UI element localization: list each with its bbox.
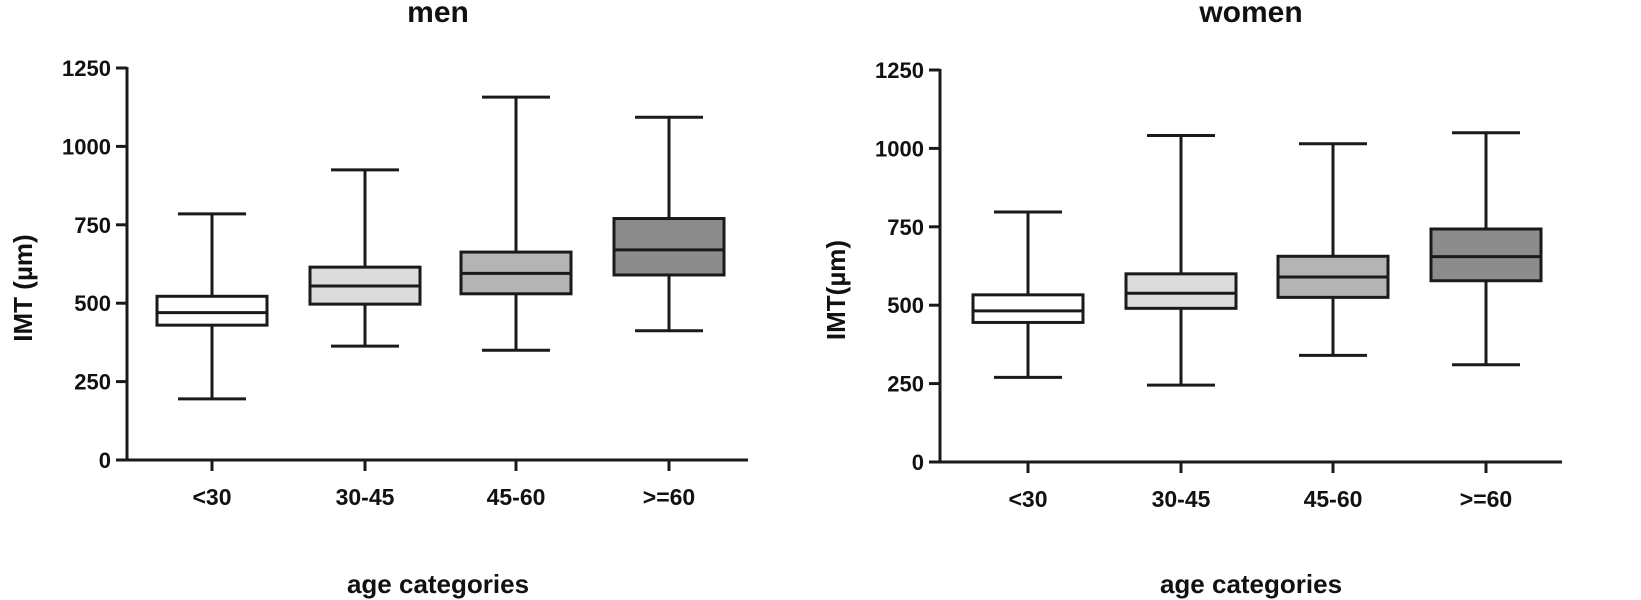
- box->=60: [612, 217, 726, 277]
- x-axis-label: age categories: [1160, 569, 1342, 599]
- x-tick-label: <30: [1008, 486, 1047, 512]
- y-tick-label: 250: [74, 370, 111, 395]
- y-axis-label: IMT(µm): [821, 240, 851, 340]
- men-chart: men IMT (µm) age categories 0 250 500 750 10…: [8, 0, 748, 599]
- plot-area: 0 250 500 750 1000 1250 <30 30-45 45-60 >=60: [62, 56, 748, 510]
- box->=60: [1429, 227, 1543, 283]
- y-tick-label: 1250: [875, 58, 924, 83]
- x-tick-label: 30-45: [336, 484, 395, 510]
- chart-title: women: [1198, 0, 1302, 29]
- x-tick-label: 45-60: [1304, 486, 1363, 512]
- x-tick-label: <30: [192, 484, 231, 510]
- y-tick-label: 1000: [875, 136, 924, 161]
- x-tick-label: 30-45: [1152, 486, 1211, 512]
- y-tick-label: 750: [74, 213, 111, 238]
- x-tick-label: >=60: [643, 484, 695, 510]
- x-tick-label: 45-60: [487, 484, 546, 510]
- box-<30: [155, 294, 269, 327]
- chart-title: men: [407, 0, 469, 29]
- plot-area: 0 250 500 750 1000 1250 <30 30-45 45-60 >=60: [875, 58, 1562, 512]
- x-axis-label: age categories: [347, 569, 529, 599]
- y-tick-label: 500: [887, 293, 924, 318]
- y-tick-label: 0: [99, 448, 111, 473]
- y-tick-label: 250: [887, 372, 924, 397]
- y-tick-label: 0: [912, 450, 924, 475]
- y-tick-label: 1250: [62, 56, 111, 81]
- x-tick-label: >=60: [1460, 486, 1512, 512]
- women-chart: women IMT(µm) age categories 0 250 500 750 1…: [821, 0, 1562, 599]
- y-tick-label: 500: [74, 291, 111, 316]
- y-tick-label: 750: [887, 215, 924, 240]
- y-tick-label: 1000: [62, 134, 111, 159]
- y-axis-label: IMT (µm): [8, 234, 38, 341]
- box-<30: [971, 293, 1085, 324]
- box-30-45: [1124, 272, 1238, 310]
